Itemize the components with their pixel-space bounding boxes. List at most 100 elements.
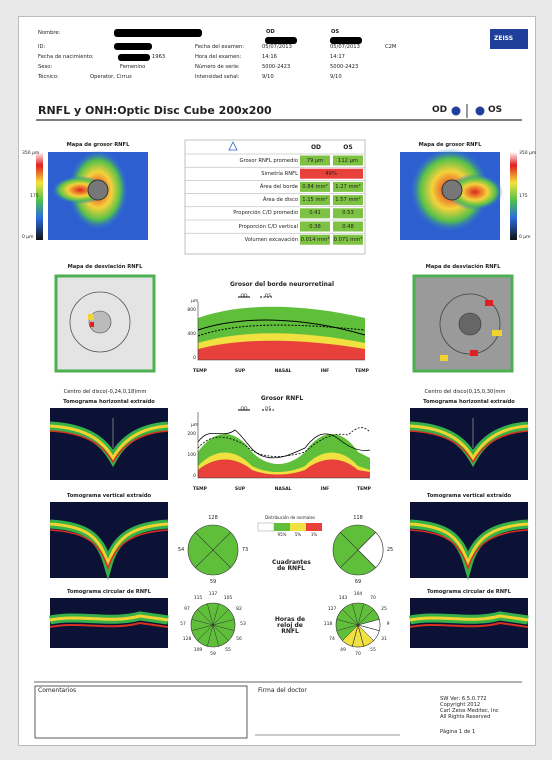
- clock-value: 97: [184, 608, 190, 613]
- field-label: Número de serie:: [195, 65, 240, 70]
- field-label: Intensidad señal:: [195, 75, 239, 80]
- footer-info: All Rights Reserved: [440, 715, 490, 720]
- clock-value: 82: [236, 608, 242, 613]
- patch: [470, 350, 478, 356]
- row-label: Proporción C/D vertical: [239, 225, 298, 230]
- clock-value: 56: [236, 638, 242, 643]
- cell-value: 0.38: [309, 225, 321, 230]
- scale-label: 350 µm: [22, 152, 39, 157]
- field-value: C2M: [385, 45, 396, 50]
- tomogram-title: Tomograma horizontal extraído: [423, 400, 515, 405]
- legend-label: OS: [265, 295, 271, 300]
- map-title: Mapa de desviación RNFL: [426, 265, 501, 270]
- cell-value: 1.27 mm²: [335, 185, 360, 190]
- clock-os: [336, 603, 380, 647]
- quadrant-title: Cuadrantes de RNFL: [272, 560, 310, 572]
- map-title: Mapa de desviación RNFL: [68, 265, 143, 270]
- field-value: 5000-2423: [330, 65, 358, 70]
- field-value: 14:17: [330, 55, 345, 60]
- x-tick-label: TEMP: [193, 488, 207, 493]
- redaction: [114, 43, 152, 50]
- patch: [90, 322, 94, 327]
- clock-value: 55: [370, 649, 376, 654]
- quadrant-value: 69: [355, 580, 361, 585]
- chart-title: Grosor RNFL: [261, 396, 303, 402]
- quadrant-value: 128: [208, 516, 218, 521]
- column-header: OD: [311, 145, 321, 151]
- cell-value: 0.84 mm²: [302, 185, 327, 190]
- clock-value: 137: [209, 593, 218, 598]
- field-value: Femenino: [120, 65, 145, 70]
- page-number: Página 1 de 1: [440, 730, 475, 735]
- axis-unit: µm: [191, 300, 198, 305]
- disc-center: Centro del disco(-0,24,0,18)mm: [64, 390, 147, 395]
- disc: [459, 313, 481, 335]
- os-dot: [476, 107, 485, 116]
- disc: [88, 180, 108, 200]
- row-label: Volumen excavación: [245, 238, 298, 243]
- eye-header: OD: [266, 30, 275, 35]
- x-tick-label: TEMP: [355, 370, 369, 375]
- tomogram-title: Tomograma vertical extraído: [67, 494, 151, 499]
- redaction: [330, 37, 362, 44]
- x-tick-label: TEMP: [357, 488, 371, 493]
- rim-chart: [198, 297, 365, 360]
- field-value: 5000-2423: [262, 65, 290, 70]
- quadrant-value: 59: [210, 580, 216, 585]
- eye-icon: [229, 142, 237, 150]
- patch: [88, 314, 94, 320]
- logo: ZEISS: [494, 36, 513, 42]
- legend-label: OD: [240, 295, 247, 300]
- clock-value: 57: [180, 623, 186, 628]
- field-value: 1963: [152, 55, 165, 60]
- cell-value: 79 µm: [307, 159, 324, 164]
- clock-value: 53: [240, 623, 246, 628]
- field-value: 14:16: [262, 55, 277, 60]
- quadrant-value: 25: [387, 548, 393, 553]
- clock-value: 128: [183, 638, 192, 643]
- field-value: 9/10: [330, 75, 342, 80]
- clock-value: 25: [381, 608, 387, 613]
- x-tick-label: INF: [321, 488, 330, 493]
- scale-label: 350 µm: [519, 152, 536, 157]
- cell-value: 0.41: [309, 211, 321, 216]
- scale-label: 0 µm: [22, 236, 34, 241]
- signature-label: Firma del doctor: [258, 688, 307, 694]
- clock-value: 9: [387, 623, 390, 628]
- x-tick-label: SUP: [235, 488, 245, 493]
- cell-value: 0.014 mm³: [301, 238, 330, 243]
- legend-level: 95%: [278, 533, 287, 537]
- quadrants-od: [188, 525, 238, 575]
- y-tick-label: 400: [187, 333, 196, 338]
- tomogram-circular-od: [50, 598, 168, 648]
- field-value: 05/07/2013: [262, 45, 292, 50]
- eye-header: OS: [331, 30, 339, 35]
- cell-value: 0.53: [342, 211, 354, 216]
- chart-title: Grosor del borde neurorretinal: [230, 282, 334, 288]
- axis-unit: µm: [191, 424, 198, 429]
- x-tick-label: INF: [321, 370, 330, 375]
- patch: [492, 330, 502, 336]
- field-value: Operator, Cirrus: [90, 75, 132, 80]
- field-label: Técnico:: [38, 75, 59, 80]
- clock-value: 143: [339, 597, 348, 602]
- map-title: Mapa de grosor RNFL: [67, 143, 130, 148]
- map-title: Mapa de grosor RNFL: [419, 143, 482, 148]
- field-label: Hora del examen:: [195, 55, 241, 60]
- od-label: OD: [432, 106, 447, 115]
- y-tick-label: 800: [187, 309, 196, 314]
- clock-value: 31: [381, 638, 387, 643]
- tomogram-title: Tomograma horizontal extraído: [63, 400, 155, 405]
- report-title: RNFL y ONH:Optic Disc Cube 200x200: [38, 105, 272, 116]
- cell-value: 1.57 mm²: [335, 198, 360, 203]
- tomogram-title: Tomograma circular de RNFL: [67, 590, 151, 595]
- legend-green: [274, 523, 290, 531]
- cell-value: 0.071 mm³: [334, 238, 363, 243]
- field-label: ID:: [38, 45, 45, 50]
- os-label: OS: [488, 106, 502, 115]
- quadrant-value: 54: [178, 548, 184, 553]
- y-tick-label: 200: [187, 433, 196, 438]
- legend-red: [306, 523, 322, 531]
- y-tick-label: 0: [193, 475, 196, 480]
- field-label: Fecha del examen:: [195, 45, 244, 50]
